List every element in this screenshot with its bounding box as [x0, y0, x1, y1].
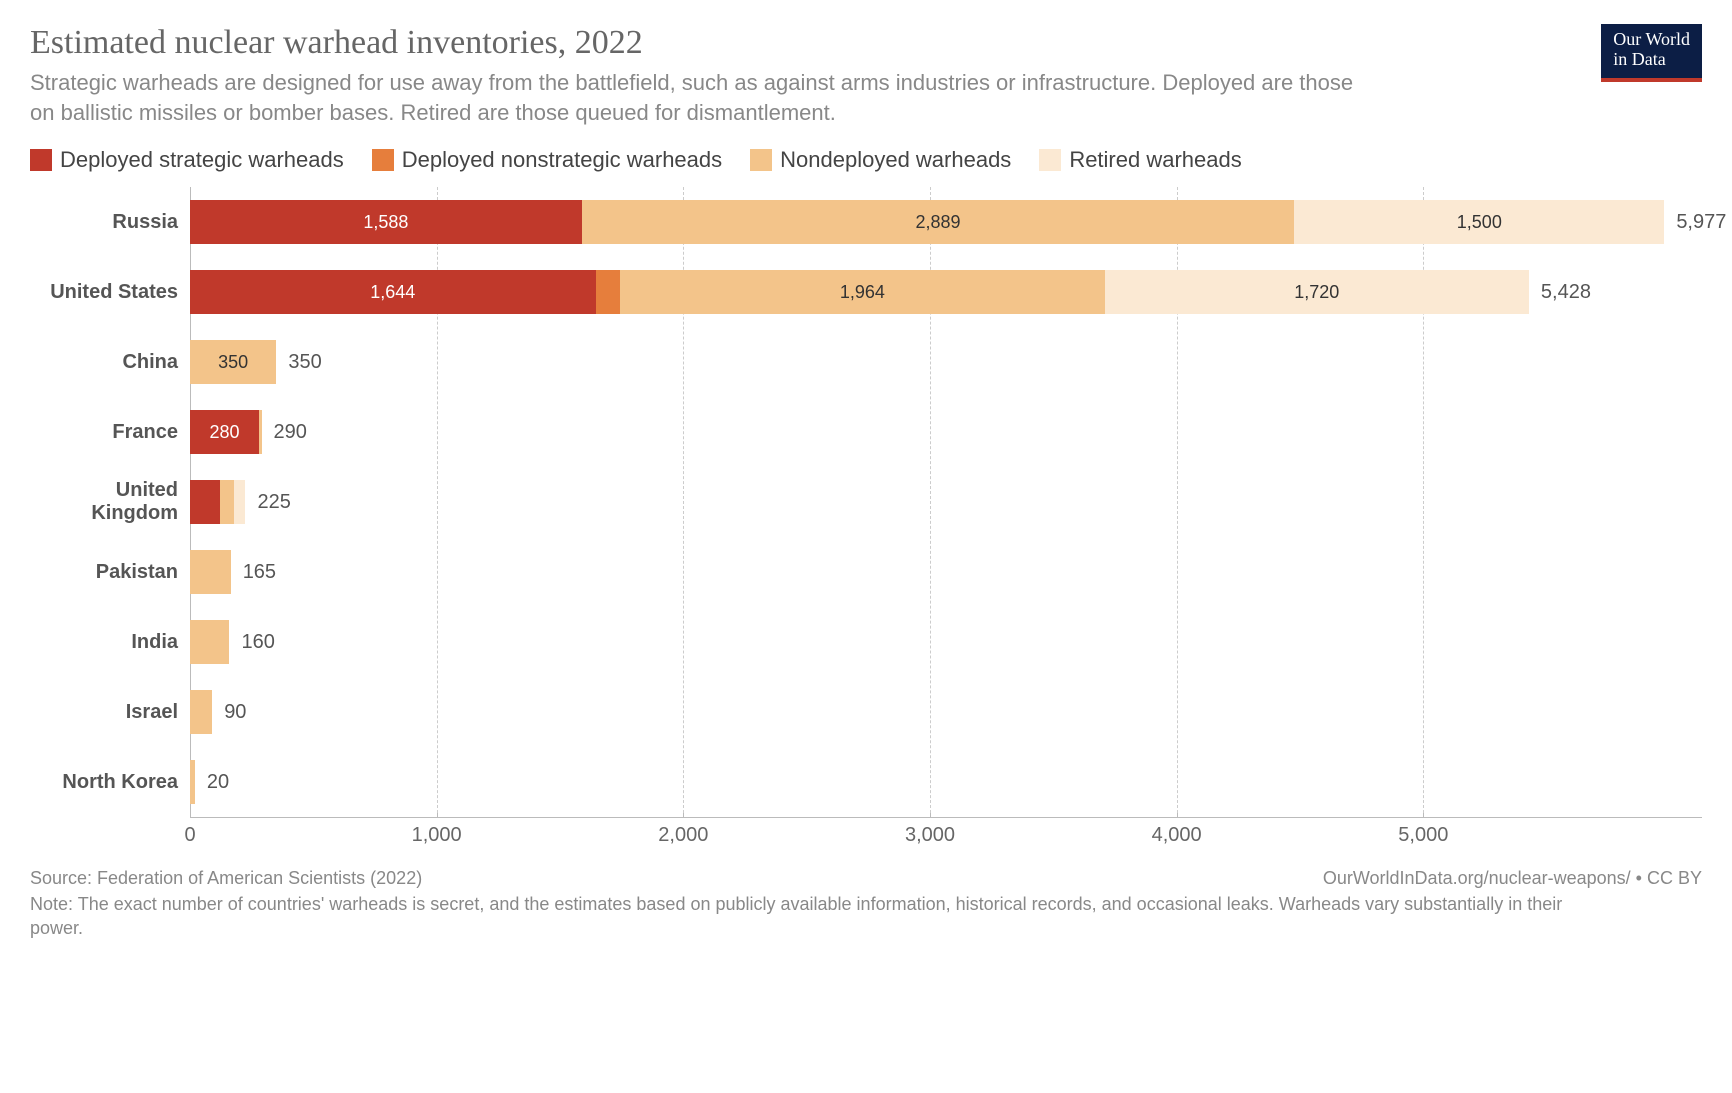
y-axis-labels: RussiaUnited StatesChinaFranceUnited Kin…	[30, 187, 190, 858]
bar-row: 280 290	[190, 397, 1702, 467]
legend-swatch	[30, 149, 52, 171]
bar-segment: 1,588	[190, 200, 582, 244]
chart-title: Estimated nuclear warhead inventories, 2…	[30, 24, 1380, 62]
bar-segment	[190, 620, 229, 664]
bar-total-label: 5,977	[1676, 211, 1726, 234]
legend-item: Deployed nonstrategic warheads	[372, 147, 722, 173]
legend-swatch	[1039, 149, 1061, 171]
stacked-bar: 1,5882,8891,500	[190, 200, 1664, 244]
bar-total-label: 165	[243, 561, 276, 584]
x-tick-label: 3,000	[905, 824, 955, 847]
x-tick-label: 2,000	[658, 824, 708, 847]
country-label: Israel	[30, 677, 190, 747]
chart-subtitle: Strategic warheads are designed for use …	[30, 68, 1380, 127]
bar-segment	[190, 760, 195, 804]
bar-segment: 1,500	[1294, 200, 1664, 244]
bar-segment: 350	[190, 340, 276, 384]
attribution-text: OurWorldInData.org/nuclear-weapons/ • CC…	[1323, 868, 1702, 889]
bar-segment	[259, 410, 261, 454]
bar-segment: 1,720	[1105, 270, 1529, 314]
stacked-bar	[190, 480, 245, 524]
bar-row: 1,5882,8891,5005,977	[190, 187, 1702, 257]
country-label: Pakistan	[30, 537, 190, 607]
bar-segment: 1,964	[620, 270, 1104, 314]
legend: Deployed strategic warheads Deployed nons…	[30, 147, 1702, 173]
bar-total-label: 290	[274, 421, 307, 444]
bar-row: 1,644 1,9641,720 5,428	[190, 257, 1702, 327]
bar-row: 90	[190, 677, 1702, 747]
country-label: Russia	[30, 187, 190, 257]
country-label: North Korea	[30, 747, 190, 817]
bar-segment	[220, 480, 235, 524]
bar-segment	[234, 480, 245, 524]
bar-total-label: 5,428	[1541, 281, 1591, 304]
bar-segment	[190, 480, 220, 524]
bar-total-label: 160	[241, 631, 274, 654]
plot-area: 1,5882,8891,5005,977 1,644 1,9641,720 5,428…	[190, 187, 1702, 858]
bar-row: 20	[190, 747, 1702, 817]
country-label: United Kingdom	[30, 467, 190, 537]
legend-label: Retired warheads	[1069, 147, 1241, 173]
bar-total-label: 90	[224, 701, 246, 724]
x-axis: 01,0002,0003,0004,0005,000	[190, 817, 1702, 858]
stacked-bar	[190, 690, 212, 734]
stacked-bar	[190, 760, 195, 804]
bar-row: 350 350	[190, 327, 1702, 397]
source-text: Source: Federation of American Scientist…	[30, 868, 422, 889]
legend-item: Deployed strategic warheads	[30, 147, 344, 173]
bar-segment: 1,644	[190, 270, 596, 314]
owid-logo: Our World in Data	[1601, 24, 1702, 82]
x-tick-label: 1,000	[412, 824, 462, 847]
stacked-bar-chart: RussiaUnited StatesChinaFranceUnited Kin…	[30, 187, 1702, 858]
bar-segment: 280	[190, 410, 259, 454]
country-label: China	[30, 327, 190, 397]
legend-item: Nondeployed warheads	[750, 147, 1011, 173]
stacked-bar: 350	[190, 340, 276, 384]
bar-total-label: 225	[257, 491, 290, 514]
x-tick-label: 5,000	[1398, 824, 1448, 847]
bar-segment	[190, 550, 231, 594]
bar-segment: 2,889	[582, 200, 1295, 244]
legend-label: Deployed nonstrategic warheads	[402, 147, 722, 173]
bar-row: 160	[190, 607, 1702, 677]
stacked-bar: 1,644 1,9641,720	[190, 270, 1529, 314]
legend-swatch	[372, 149, 394, 171]
legend-swatch	[750, 149, 772, 171]
bar-row: 225	[190, 467, 1702, 537]
bar-segment	[596, 270, 621, 314]
bar-total-label: 20	[207, 771, 229, 794]
x-tick-label: 4,000	[1152, 824, 1202, 847]
bar-row: 165	[190, 537, 1702, 607]
stacked-bar: 280	[190, 410, 262, 454]
bar-segment	[190, 690, 212, 734]
country-label: India	[30, 607, 190, 677]
legend-label: Deployed strategic warheads	[60, 147, 344, 173]
bar-total-label: 350	[288, 351, 321, 374]
stacked-bar	[190, 550, 231, 594]
legend-label: Nondeployed warheads	[780, 147, 1011, 173]
country-label: United States	[30, 257, 190, 327]
legend-item: Retired warheads	[1039, 147, 1241, 173]
note-text: Note: The exact number of countries' war…	[30, 893, 1580, 940]
stacked-bar	[190, 620, 229, 664]
country-label: France	[30, 397, 190, 467]
x-tick-label: 0	[184, 824, 195, 847]
